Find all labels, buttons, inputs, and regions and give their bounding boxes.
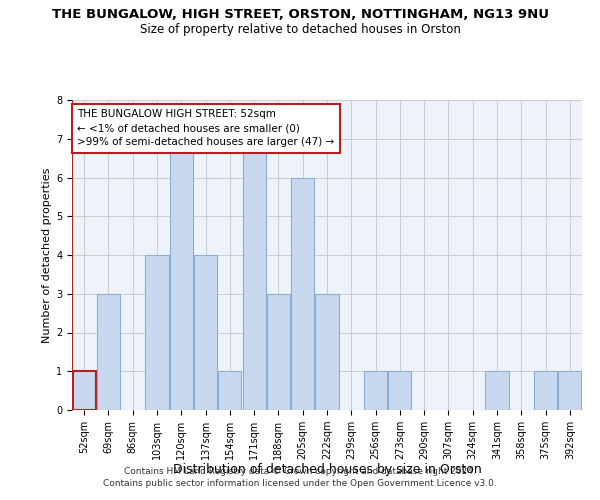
Bar [73,371,95,410]
Bar [485,371,509,410]
Bar [242,138,266,410]
Text: THE BUNGALOW, HIGH STREET, ORSTON, NOTTINGHAM, NG13 9NU: THE BUNGALOW, HIGH STREET, ORSTON, NOTTI… [52,8,548,20]
Bar [534,371,557,410]
Text: Size of property relative to detached houses in Orston: Size of property relative to detached ho… [140,22,460,36]
Bar [145,255,169,410]
Bar [388,371,412,410]
Bar [364,371,387,410]
X-axis label: Distribution of detached houses by size in Orston: Distribution of detached houses by size … [173,464,481,476]
Bar [267,294,290,410]
Bar [218,371,241,410]
Bar [559,371,581,410]
Bar [194,255,217,410]
Text: THE BUNGALOW HIGH STREET: 52sqm
← <1% of detached houses are smaller (0)
>99% of: THE BUNGALOW HIGH STREET: 52sqm ← <1% of… [77,110,334,148]
Bar [170,138,193,410]
Bar [316,294,338,410]
Bar [97,294,120,410]
Text: Contains HM Land Registry data © Crown copyright and database right 2024.
Contai: Contains HM Land Registry data © Crown c… [103,466,497,487]
Bar [291,178,314,410]
Y-axis label: Number of detached properties: Number of detached properties [42,168,52,342]
